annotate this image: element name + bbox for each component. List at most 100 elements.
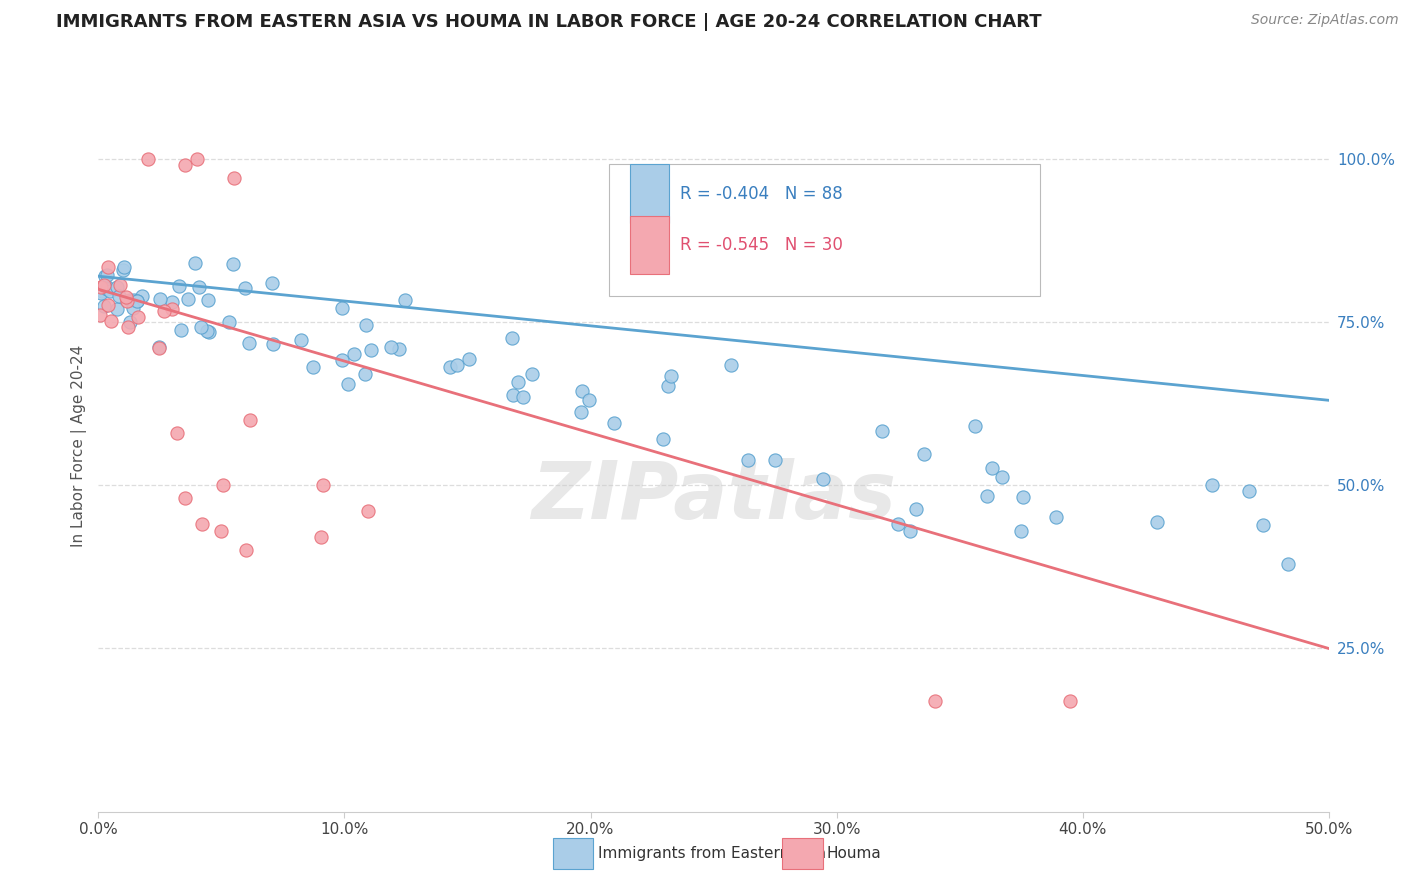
Point [170,323,193,337]
Point [508,375,530,389]
Point [789,171,811,186]
Point [659,368,682,383]
Text: R = -0.545   N = 30: R = -0.545 N = 30 [681,235,844,254]
Point [198,325,221,339]
Point [520,367,543,381]
Point [93,299,115,313]
Point [330,353,353,368]
Point [912,447,935,461]
Point [177,292,200,306]
Point [89,308,111,322]
Point [354,318,377,332]
Point [578,392,600,407]
Text: ZIPatlas: ZIPatlas [531,458,896,536]
Point [90,279,112,293]
Point [122,301,145,315]
Point [980,461,1002,475]
Point [965,418,987,433]
Point [107,302,129,317]
Point [290,334,312,348]
Point [312,478,335,492]
Point [337,377,360,392]
Point [152,304,174,318]
Point [96,268,118,282]
Point [502,388,524,402]
Point [115,289,138,303]
Point [122,293,145,308]
Text: Houma: Houma [827,847,882,861]
Point [657,379,679,393]
Point [763,452,786,467]
Point [127,310,149,324]
Point [380,340,402,354]
Point [720,358,742,372]
Point [148,340,170,354]
Point [991,470,1014,484]
Point [112,260,135,274]
Point [222,257,245,271]
Point [904,502,927,516]
Point [887,517,910,532]
Point [356,504,378,518]
Point [652,432,675,446]
Point [616,236,638,251]
Point [100,284,122,298]
Point [1012,490,1035,504]
Point [239,413,262,427]
Point [184,256,207,270]
Point [191,517,214,532]
Text: Source: ZipAtlas.com: Source: ZipAtlas.com [1251,13,1399,28]
Point [262,337,284,351]
Point [262,276,284,290]
Point [457,352,479,367]
Point [1251,517,1274,532]
Point [127,293,149,308]
Point [117,319,139,334]
Point [127,293,149,308]
Point [94,268,117,283]
FancyBboxPatch shape [609,164,1039,296]
Point [212,478,235,492]
Point [111,263,134,277]
Point [360,343,382,358]
Point [148,341,170,355]
Point [187,279,209,293]
Point [330,301,353,315]
Text: Immigrants from Eastern Asia: Immigrants from Eastern Asia [598,847,825,861]
Point [211,524,233,538]
Point [1045,510,1067,524]
Point [166,425,188,440]
Point [394,293,416,307]
Point [235,543,257,558]
Point [1146,515,1168,529]
Point [501,331,523,345]
Text: R = -0.404   N = 88: R = -0.404 N = 88 [681,185,844,202]
Point [1277,557,1299,571]
Point [90,286,112,301]
Point [190,320,212,334]
Point [222,171,245,186]
Point [571,384,593,398]
Point [218,315,240,329]
Point [311,530,333,544]
Point [136,152,159,166]
Point [233,281,256,295]
Point [97,298,120,312]
Point [91,284,114,298]
Point [569,405,592,419]
Point [120,293,142,307]
Point [763,178,786,192]
Point [131,289,153,303]
Point [1059,694,1081,708]
Point [173,491,195,506]
Point [167,279,190,293]
Point [100,314,122,328]
Point [1237,484,1260,499]
Point [387,342,409,356]
Point [160,301,183,316]
Y-axis label: In Labor Force | Age 20-24: In Labor Force | Age 20-24 [72,345,87,547]
FancyBboxPatch shape [630,164,669,223]
Point [173,158,195,172]
Point [96,280,118,294]
Point [105,280,128,294]
